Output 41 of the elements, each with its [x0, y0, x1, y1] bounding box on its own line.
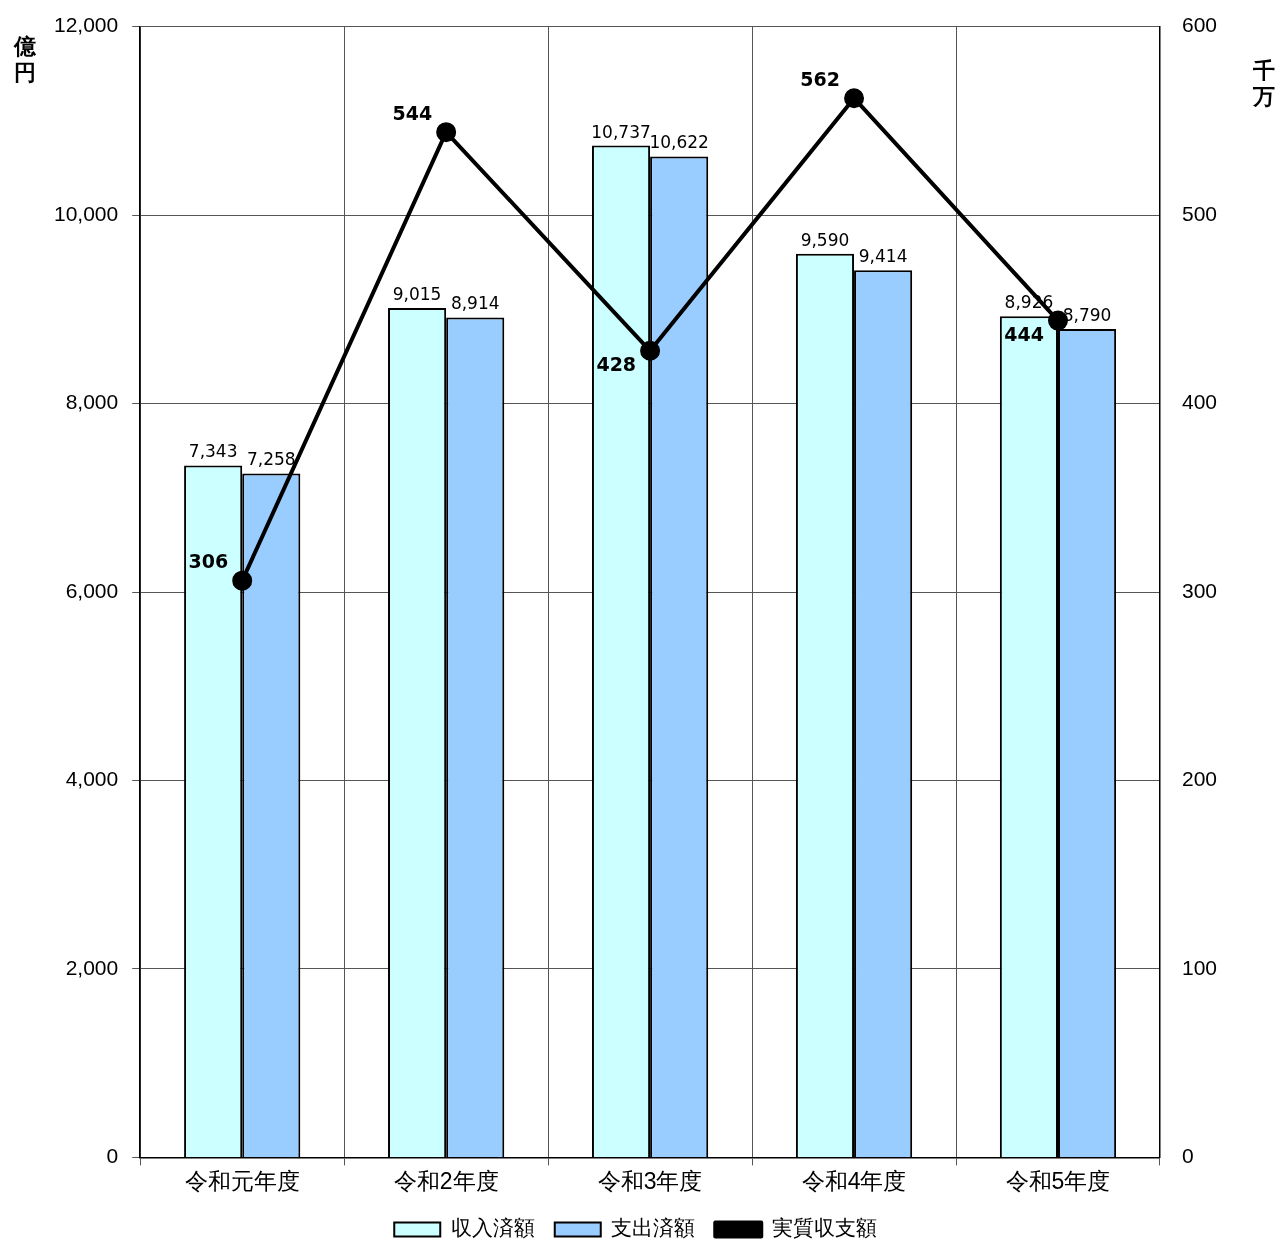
y2-tick-label: 200	[1181, 767, 1218, 791]
point	[436, 122, 457, 143]
data-label: 10,622	[649, 132, 709, 153]
x-tick-label: 令和2年度	[393, 1167, 499, 1194]
data-label: 9,414	[858, 246, 908, 267]
y2-tick-label: 300	[1181, 578, 1218, 602]
point	[844, 88, 865, 109]
data-label: 562	[800, 67, 841, 90]
x-tick-label: 令和4年度	[801, 1167, 907, 1194]
legend-label: 収入済額	[450, 1216, 535, 1240]
y-tick-label: 4,000	[65, 767, 119, 791]
x-tick-label: 令和5年度	[1005, 1167, 1111, 1194]
data-label: 10,737	[591, 121, 651, 142]
y2-tick-label: 0	[1181, 1144, 1194, 1168]
y2-tick-label: 600	[1181, 13, 1218, 37]
y-tick-label: 10,000	[54, 201, 119, 225]
y-tick-label: 0	[106, 1144, 119, 1168]
y2-tick-label: 500	[1181, 201, 1218, 225]
y-axis-title: 億円	[12, 34, 37, 86]
y-tick-label: 2,000	[65, 955, 119, 979]
data-label: 444	[1004, 323, 1044, 346]
data-label: 306	[188, 550, 229, 573]
data-label: 7,258	[246, 449, 296, 470]
data-label: 7,343	[188, 441, 238, 462]
x-tick-label: 令和3年度	[597, 1167, 703, 1194]
data-label: 9,590	[800, 229, 850, 250]
y-tick-label: 12,000	[54, 13, 119, 37]
y2-tick-label: 400	[1181, 390, 1218, 414]
legend-label: 実質収支額	[771, 1216, 877, 1240]
legend-label: 支出済額	[611, 1216, 696, 1240]
data-label: 544	[392, 101, 433, 124]
point	[232, 570, 253, 591]
y-tick-label: 8,000	[65, 390, 119, 414]
data-label: 8,914	[450, 293, 500, 314]
point	[640, 340, 661, 361]
x-tick-label: 令和元年度	[184, 1167, 300, 1194]
y-tick-label: 6,000	[65, 578, 119, 602]
y2-tick-label: 100	[1181, 955, 1218, 979]
data-label: 9,015	[392, 283, 442, 304]
data-label: 428	[596, 353, 637, 376]
y2-axis-title: 千万	[1252, 58, 1276, 110]
